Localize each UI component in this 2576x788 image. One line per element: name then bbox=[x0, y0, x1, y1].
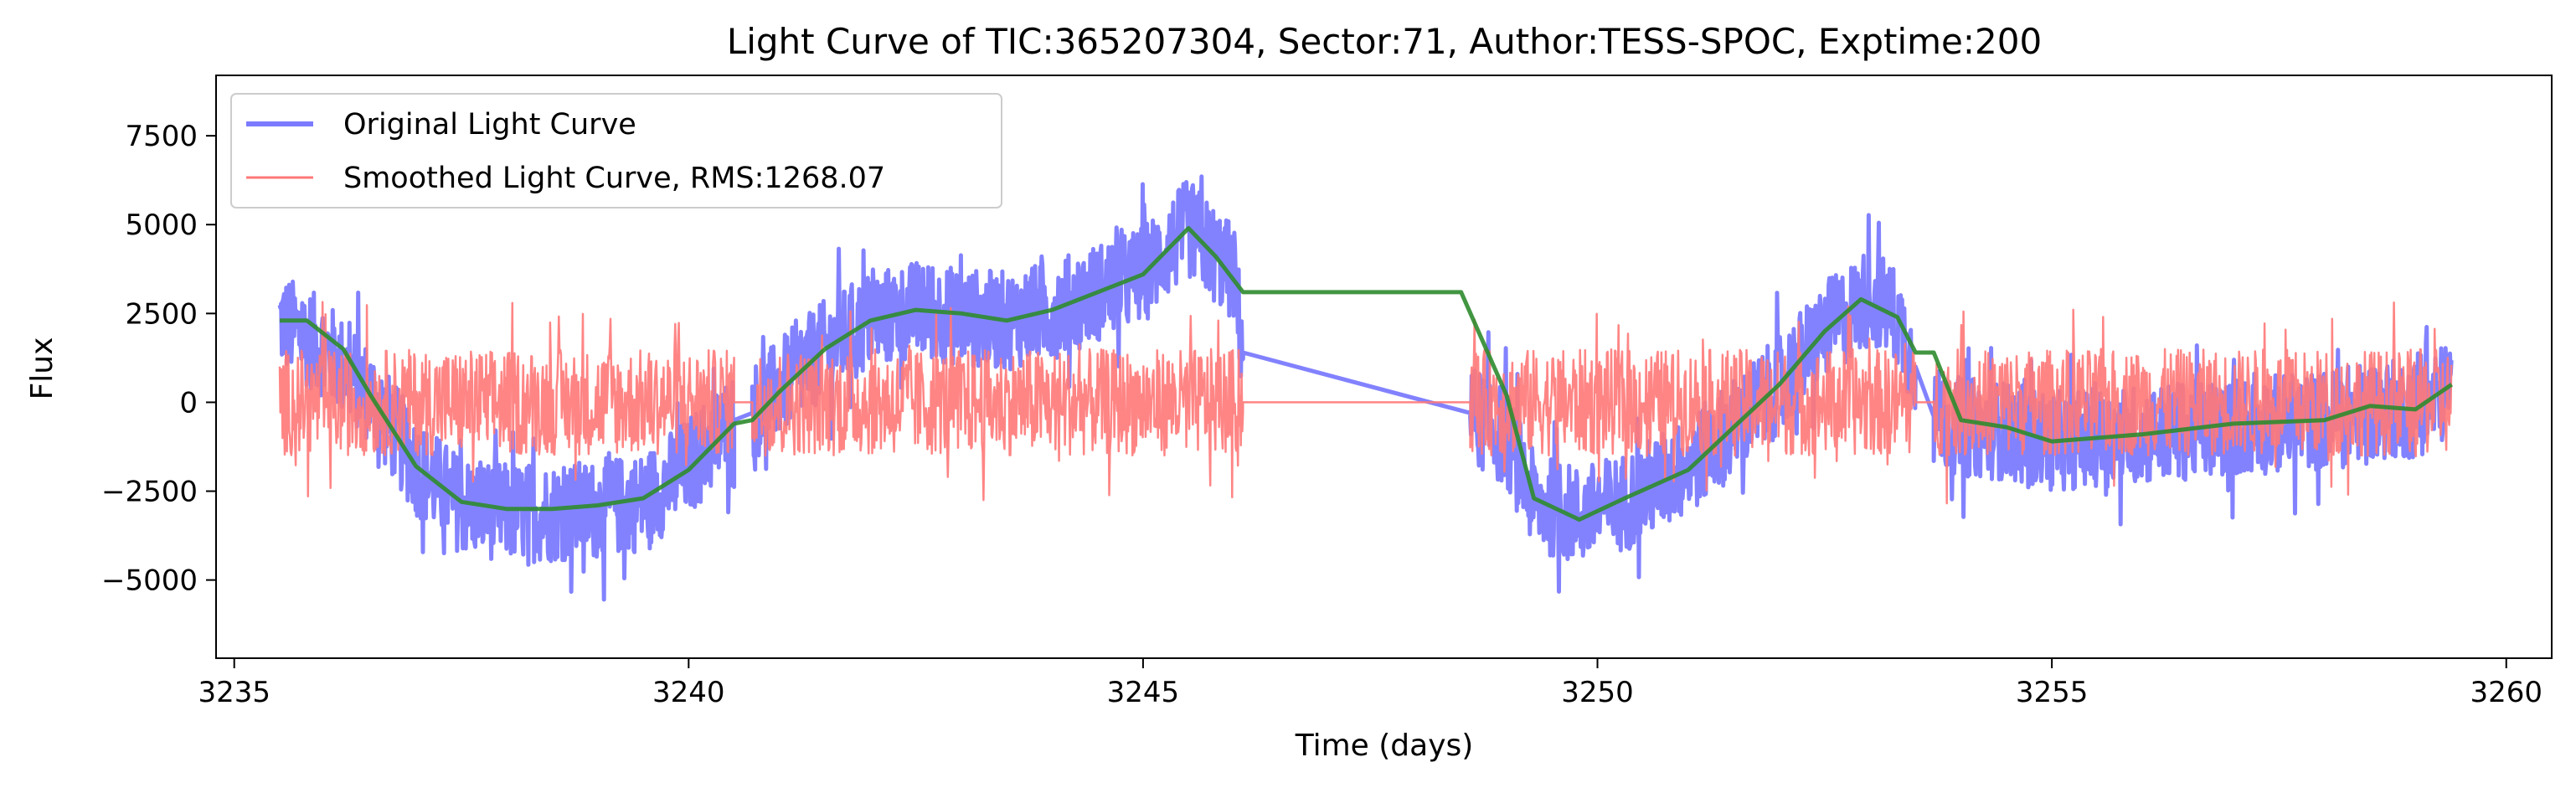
legend: Original Light Curve Smoothed Light Curv… bbox=[230, 93, 1002, 209]
y-axis-ticks: −5000 −2500 0 2500 5000 7500 bbox=[101, 120, 216, 598]
y-tick-label: 5000 bbox=[125, 209, 198, 242]
x-axis-label: Time (days) bbox=[1295, 729, 1474, 763]
x-tick-label: 3260 bbox=[2470, 676, 2543, 709]
y-tick-label: 0 bbox=[179, 386, 198, 420]
legend-label-smoothed: Smoothed Light Curve, RMS:1268.07 bbox=[343, 162, 885, 195]
x-tick-label: 3255 bbox=[2016, 676, 2089, 709]
chart-title: Light Curve of TIC:365207304, Sector:71,… bbox=[727, 21, 2042, 62]
legend-box bbox=[230, 93, 1002, 209]
legend-label-original: Original Light Curve bbox=[343, 108, 636, 142]
y-tick-label: −5000 bbox=[101, 564, 198, 598]
x-tick-label: 3245 bbox=[1107, 676, 1180, 709]
y-tick-label: 2500 bbox=[125, 297, 198, 331]
x-tick-label: 3250 bbox=[1561, 676, 1634, 709]
y-tick-label: 7500 bbox=[125, 120, 198, 153]
y-tick-label: −2500 bbox=[101, 476, 198, 509]
x-tick-label: 3235 bbox=[198, 676, 270, 709]
series-line-1 bbox=[278, 301, 2453, 505]
x-tick-label: 3240 bbox=[652, 676, 725, 709]
plot-frame bbox=[215, 75, 2553, 659]
y-axis-label: Flux bbox=[25, 337, 59, 400]
plot-series-group bbox=[277, 174, 2454, 602]
series-line-2 bbox=[280, 226, 2454, 522]
x-axis-ticks: 3235 3240 3245 3250 3255 3260 bbox=[198, 658, 2543, 709]
